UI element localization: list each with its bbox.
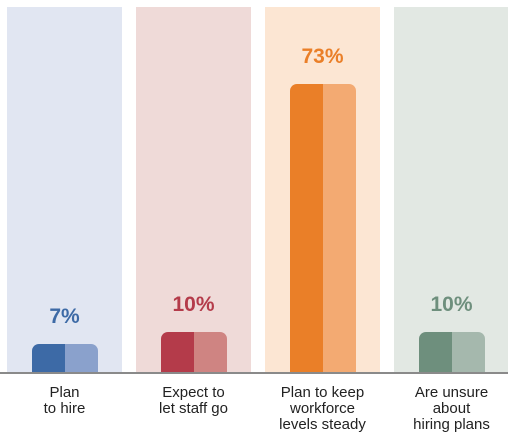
category-label: Plan to hire [43, 384, 86, 417]
data-label: 10% [430, 293, 473, 316]
bar [289, 84, 356, 372]
bar-shade-light [451, 332, 485, 372]
bar-shade-light [193, 332, 227, 372]
category-panel: 10% [394, 7, 508, 372]
bar-shade-dark [418, 332, 452, 372]
bar [31, 344, 98, 372]
category-label: Expect to let staff go [159, 384, 228, 417]
bar [160, 332, 227, 372]
category-label: Plan to keep workforce levels steady [279, 384, 366, 433]
category-panel: 10% [136, 7, 251, 372]
bar-shade-dark [289, 84, 323, 372]
bar-shade-dark [31, 344, 65, 372]
category-panel: 7% [7, 7, 122, 372]
bar-shade-light [64, 344, 98, 372]
category-panel: 73% [265, 7, 380, 372]
bar [418, 332, 485, 372]
bar-shade-dark [160, 332, 194, 372]
data-label: 7% [49, 305, 80, 328]
bar-shade-light [322, 84, 356, 372]
category-label: Are unsure about hiring plans [413, 384, 490, 433]
chart-baseline [0, 372, 508, 374]
data-label: 10% [172, 293, 215, 316]
data-label: 73% [301, 45, 344, 68]
